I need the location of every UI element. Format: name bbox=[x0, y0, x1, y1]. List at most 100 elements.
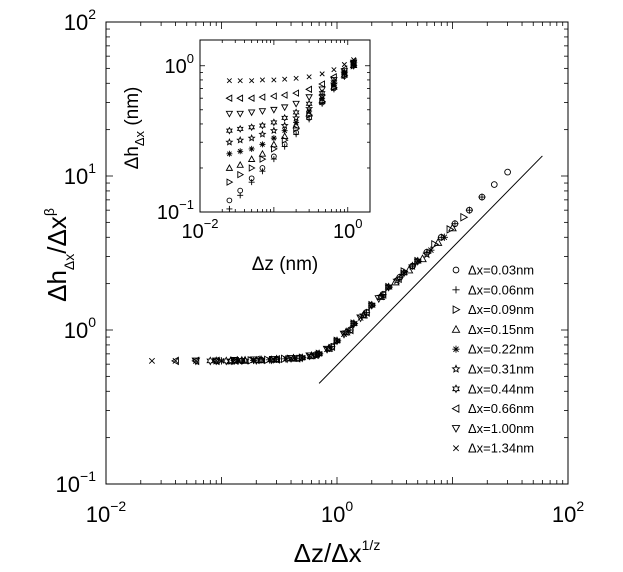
inset-ticks bbox=[199, 40, 371, 213]
data-point bbox=[478, 193, 486, 201]
inset-data-point bbox=[247, 133, 256, 142]
inset-data-point bbox=[248, 145, 255, 152]
data-point bbox=[272, 354, 281, 363]
y-tick-label: 101 bbox=[64, 160, 96, 189]
data-point bbox=[268, 355, 278, 364]
data-point bbox=[339, 330, 349, 339]
inset-data-point bbox=[237, 78, 243, 84]
y-tick-label: 102 bbox=[64, 6, 96, 35]
data-point bbox=[213, 357, 220, 364]
inset-data-point bbox=[225, 164, 234, 171]
legend-entry: Δx=0.09nm bbox=[468, 302, 534, 317]
legend: Δx=0.03nm Δx=0.06nm Δx=0.09nm Δx=0.15nm Δx=0… bbox=[451, 263, 534, 456]
data-point bbox=[414, 257, 422, 265]
inset-data-point bbox=[226, 205, 233, 212]
data-point bbox=[298, 353, 307, 363]
inset-data-point bbox=[258, 130, 267, 138]
legend-marker bbox=[452, 266, 460, 274]
data-point bbox=[400, 268, 408, 278]
inset-data-point bbox=[293, 119, 300, 126]
inset-data-point bbox=[225, 126, 233, 135]
data-point bbox=[422, 249, 432, 259]
data-point bbox=[306, 352, 313, 359]
data-point bbox=[433, 237, 443, 246]
data-point bbox=[192, 357, 199, 364]
data-point bbox=[240, 355, 250, 364]
legend-entry: Δx=0.06nm bbox=[468, 282, 534, 297]
x-tick-label: 102 bbox=[552, 498, 584, 527]
x-tick-label: 100 bbox=[321, 498, 353, 527]
inset-data-point bbox=[305, 85, 312, 94]
legend-marker bbox=[452, 286, 460, 294]
data-point bbox=[288, 355, 295, 362]
data-point bbox=[349, 319, 358, 329]
inset-x-label: Δz (nm) bbox=[252, 254, 319, 275]
data-point bbox=[230, 357, 240, 365]
data-point bbox=[361, 308, 370, 317]
inset-data-point bbox=[318, 91, 327, 100]
data-point bbox=[270, 356, 277, 363]
inset-tick-labels: 10−2 100 10−1 100 bbox=[157, 51, 363, 243]
inset-data-point bbox=[280, 121, 289, 129]
fit-line bbox=[318, 155, 543, 384]
series-triangle-left bbox=[171, 274, 402, 366]
inset-data-point bbox=[236, 160, 244, 168]
legend-entry: Δx=0.03nm bbox=[468, 263, 534, 278]
inset-data-point bbox=[281, 127, 288, 134]
inset-data-point bbox=[248, 123, 256, 132]
inset-data-point bbox=[281, 143, 288, 150]
inset-series-triangle-left bbox=[225, 57, 357, 102]
inset-data-point bbox=[331, 67, 337, 73]
inset-data-point bbox=[258, 149, 267, 157]
data-point bbox=[322, 345, 332, 354]
legend-marker bbox=[451, 404, 460, 413]
inset-series-cross bbox=[226, 57, 357, 84]
legend-marker bbox=[451, 324, 461, 333]
inset-data-point bbox=[247, 109, 256, 117]
inset-data-point bbox=[330, 73, 337, 81]
data-point bbox=[504, 168, 511, 176]
inset-data-point bbox=[225, 138, 234, 146]
inset-data-point bbox=[259, 168, 266, 175]
inset-data-point bbox=[350, 61, 357, 68]
inset-data-point bbox=[270, 156, 277, 163]
data-point bbox=[340, 331, 348, 338]
data-point bbox=[407, 261, 417, 270]
inset-data-point bbox=[341, 61, 347, 68]
y-tick-label: 100 bbox=[64, 314, 96, 343]
inset-x-tick-label: 100 bbox=[333, 216, 362, 243]
data-point bbox=[237, 355, 246, 365]
inset-data-point bbox=[259, 77, 266, 83]
inset-data-point bbox=[259, 141, 266, 148]
data-point bbox=[385, 283, 393, 291]
data-point bbox=[211, 356, 220, 366]
data-point bbox=[249, 356, 259, 365]
data-point bbox=[357, 314, 364, 321]
inset-data-point bbox=[270, 106, 278, 114]
inset-y-label: ΔhΔx (nm) bbox=[122, 87, 147, 170]
inset-data-point bbox=[226, 178, 234, 186]
inset-data-point bbox=[226, 150, 233, 157]
inset-data-point bbox=[270, 135, 277, 142]
data-point bbox=[431, 239, 440, 249]
inset-data-point bbox=[269, 92, 277, 100]
data-point bbox=[465, 206, 473, 214]
main-tick-labels: 10−2 100 102 10−1 100 101 102 bbox=[56, 6, 585, 527]
main-y-label: ΔhΔx/Δxβ bbox=[41, 208, 77, 302]
main-series bbox=[148, 168, 511, 366]
inset-data-point bbox=[292, 121, 300, 129]
main-ticks bbox=[105, 21, 569, 485]
inset-data-point bbox=[226, 78, 232, 84]
data-point bbox=[392, 275, 402, 285]
series-cross bbox=[148, 314, 364, 364]
inset-data-point bbox=[292, 108, 300, 117]
inset-y-tick-label: 10−1 bbox=[157, 197, 194, 224]
data-point bbox=[315, 350, 323, 358]
data-point bbox=[286, 354, 296, 363]
inset-data-point bbox=[226, 197, 233, 204]
inset-data-point bbox=[247, 155, 256, 162]
data-point bbox=[460, 212, 469, 222]
inset-data-point bbox=[305, 104, 314, 112]
data-point bbox=[172, 357, 179, 364]
